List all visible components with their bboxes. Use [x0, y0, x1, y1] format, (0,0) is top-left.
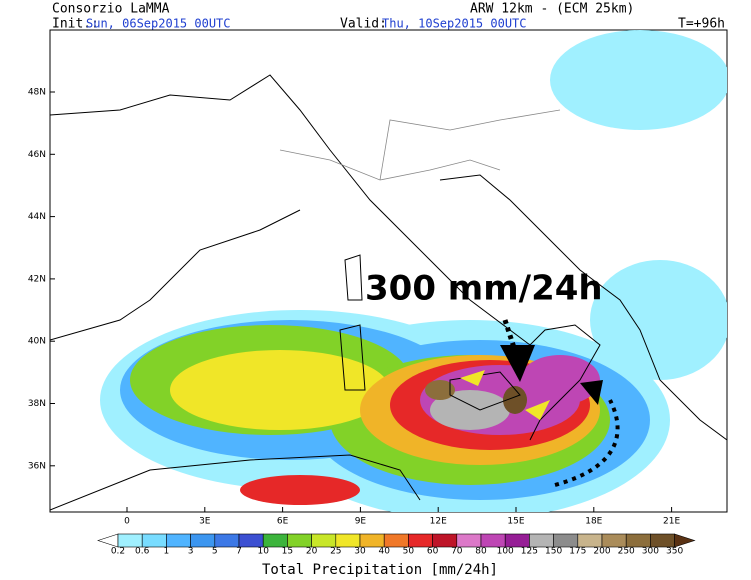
- colorbar-label: 80: [475, 547, 487, 557]
- colorbar-label: 250: [618, 547, 635, 557]
- colorbar-label: 70: [451, 547, 463, 557]
- colorbar-box: [311, 533, 337, 548]
- lat-label: 46N: [28, 150, 46, 160]
- lon-label: 18E: [585, 517, 602, 527]
- lon-label: 3E: [199, 517, 211, 527]
- annotation-arrows: [460, 319, 620, 487]
- colorbar-title: Total Precipitation [mm/24h]: [262, 562, 498, 578]
- colorbar-box: [359, 533, 385, 548]
- lat-label: 38N: [28, 399, 46, 409]
- coastlines: [50, 74, 727, 511]
- colorbar-label: 125: [521, 547, 538, 557]
- colorbar-label: 30: [354, 547, 366, 557]
- lat-label: 42N: [28, 274, 46, 284]
- colorbar-label: 5: [212, 547, 218, 557]
- colorbar-box: [529, 533, 554, 548]
- colorbar-label: 25: [330, 547, 341, 557]
- colorbar-box: [650, 533, 675, 548]
- colorbar-box: [335, 533, 361, 548]
- colorbar: 0.2 0.6 1 3 5 7 10 15 20 25 30 40 50 60 70 80 100 125 150 1…: [97, 533, 696, 557]
- valid-label: Valid:: [340, 17, 387, 32]
- colorbar-box: [214, 533, 240, 548]
- lon-labels: 0 3E 6E 9E 12E 15E 18E 21E: [124, 507, 680, 527]
- colorbar-box: [117, 533, 143, 548]
- colorbar-label: 1: [164, 547, 170, 557]
- lon-label: 21E: [663, 517, 680, 527]
- colorbar-box: [238, 533, 264, 548]
- colorbar-box: [190, 533, 216, 548]
- colorbar-label: 0.6: [135, 547, 150, 557]
- colorbar-label: 150: [545, 547, 562, 557]
- lon-label: 9E: [355, 517, 367, 527]
- colorbar-box: [166, 533, 191, 548]
- colorbar-label: 300: [642, 547, 659, 557]
- model: ARW 12km - (ECM 25km): [470, 2, 634, 17]
- source: Consorzio LaMMA: [52, 2, 170, 17]
- colorbar-box: [601, 533, 627, 548]
- colorbar-label: 200: [593, 547, 610, 557]
- colorbar-label: 10: [257, 547, 269, 557]
- lat-label: 40N: [28, 337, 46, 347]
- colorbar-end: [674, 533, 696, 548]
- colorbar-label: 7: [236, 547, 242, 557]
- colorbar-box: [456, 533, 482, 548]
- colorbar-label: 60: [427, 547, 439, 557]
- colorbar-label: 100: [497, 547, 514, 557]
- precip-field: [100, 30, 727, 512]
- colorbar-label: 20: [306, 547, 318, 557]
- lon-label: 12E: [430, 517, 447, 527]
- colorbar-end: [97, 533, 119, 548]
- lat-label: 48N: [28, 88, 46, 98]
- lat-label: 36N: [28, 461, 46, 471]
- colorbar-label: 50: [403, 547, 415, 557]
- colorbar-box: [408, 533, 433, 548]
- colorbar-box: [504, 533, 530, 548]
- colorbar-box: [432, 533, 458, 548]
- colorbar-label: 175: [569, 547, 586, 557]
- colorbar-box: [577, 533, 603, 548]
- colorbar-box: [262, 533, 288, 548]
- lon-label: 6E: [277, 517, 289, 527]
- init-label: Init.:: [52, 17, 99, 32]
- colorbar-box: [625, 533, 651, 548]
- colorbar-box: [553, 533, 579, 548]
- colorbar-label: 3: [188, 547, 194, 557]
- colorbar-label: 350: [666, 547, 683, 557]
- lead-time: T=+96h: [678, 17, 725, 32]
- lon-label: 15E: [507, 517, 524, 527]
- colorbar-label: 15: [282, 547, 293, 557]
- colorbar-box: [287, 533, 312, 548]
- map: 300 mm/24h 48N 46N 44N 42N 40N 38N 36N 0 3E 6E 9E…: [28, 29, 728, 527]
- colorbar-label: 0.2: [111, 547, 125, 557]
- annotation: 300 mm/24h: [365, 269, 603, 309]
- init-time: Sun, 06Sep2015 00UTC: [86, 17, 231, 31]
- colorbar-box: [383, 533, 409, 548]
- colorbar-box: [141, 533, 167, 548]
- colorbar-label: 40: [378, 547, 390, 557]
- borders: [279, 109, 561, 181]
- valid-time: Thu, 10Sep2015 00UTC: [382, 17, 527, 31]
- lat-label: 44N: [28, 212, 46, 222]
- lon-label: 0: [124, 517, 130, 527]
- lat-labels: 48N 46N 44N 42N 40N 38N 36N: [28, 88, 55, 471]
- colorbar-box: [480, 533, 506, 548]
